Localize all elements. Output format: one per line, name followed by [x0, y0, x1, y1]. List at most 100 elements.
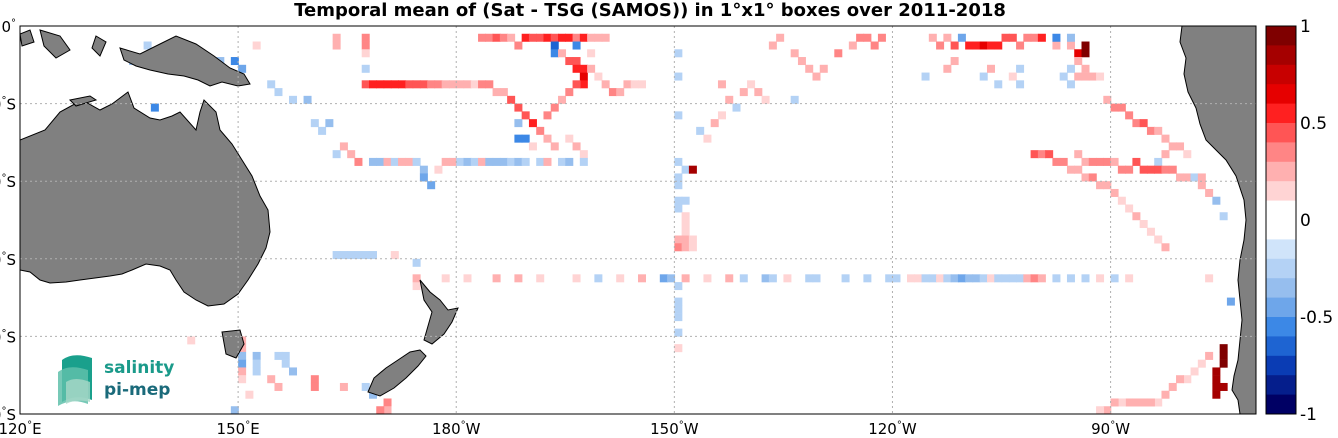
data-cell [478, 80, 487, 89]
data-cell [674, 328, 683, 337]
data-cell [361, 382, 370, 391]
data-cell [238, 351, 247, 360]
data-cell [1110, 103, 1119, 112]
data-cell [1161, 243, 1170, 252]
data-cell [558, 157, 567, 166]
data-cell [1161, 165, 1170, 174]
data-cell [1081, 157, 1090, 166]
data-cell [819, 64, 828, 73]
data-cell [405, 157, 414, 166]
data-cell [965, 41, 974, 50]
colorbar-tick-label: 0 [1300, 211, 1311, 231]
data-cell [681, 196, 690, 205]
data-cell [492, 88, 501, 97]
data-cell [1052, 41, 1061, 50]
data-cell [994, 80, 1003, 89]
longitude-label: 90°W [1091, 420, 1130, 438]
data-cell [1037, 33, 1046, 42]
data-cell [957, 274, 966, 283]
data-cell [703, 134, 712, 143]
data-cell [572, 64, 581, 73]
data-cell [1052, 157, 1061, 166]
latitude-label: 10°S [0, 96, 16, 114]
data-cell [448, 157, 457, 166]
data-cell [587, 64, 596, 73]
data-cell [674, 344, 683, 353]
data-cell [601, 33, 610, 42]
data-cell [150, 103, 159, 112]
colorbar-segment [1266, 161, 1296, 182]
data-cell [310, 119, 319, 128]
data-cell [1183, 150, 1192, 159]
data-cell [434, 165, 443, 174]
data-cell [1205, 351, 1214, 360]
data-cell [681, 227, 690, 236]
colorbar-segment [1266, 355, 1296, 376]
data-cell [187, 336, 196, 345]
data-cell [1052, 274, 1061, 283]
data-cell [1059, 157, 1068, 166]
data-cell [419, 173, 428, 182]
data-cell [354, 251, 363, 260]
data-cell [950, 274, 959, 283]
data-cell [1096, 181, 1105, 190]
data-cell [274, 88, 283, 97]
data-cell [1139, 398, 1148, 407]
new-zealand-south-island [367, 349, 427, 397]
colorbar-segment [1266, 375, 1296, 396]
data-cell [717, 111, 726, 120]
data-cell [674, 305, 683, 314]
data-cell [1132, 119, 1141, 128]
data-cell [674, 297, 683, 306]
data-cell [1190, 173, 1199, 182]
data-cell [1212, 196, 1221, 205]
data-cell [361, 80, 370, 89]
data-cell [528, 142, 537, 151]
data-cell [1103, 181, 1112, 190]
data-cell [419, 165, 428, 174]
data-cell [572, 80, 581, 89]
data-cell [943, 64, 952, 73]
data-cell [739, 88, 748, 97]
data-cell [572, 57, 581, 66]
data-cell [390, 251, 399, 260]
data-cell [383, 398, 392, 407]
data-cell [390, 157, 399, 166]
colorbar-segment [1266, 103, 1296, 124]
data-cell [674, 313, 683, 322]
data-cell [492, 274, 501, 283]
data-cell [289, 367, 298, 376]
data-cell [1081, 64, 1090, 73]
data-cell [572, 33, 581, 42]
data-cell [448, 80, 457, 89]
data-cell [1016, 80, 1025, 89]
data-cell [536, 126, 545, 135]
data-cell [674, 72, 683, 81]
data-cell [950, 41, 959, 50]
map-title: Temporal mean of (Sat - TSG (SAMOS)) in … [294, 0, 1006, 21]
data-cell [638, 274, 646, 283]
data-cell [1096, 274, 1105, 283]
colorbar-segment [1266, 394, 1296, 415]
data-cell [361, 41, 370, 50]
data-cell [1176, 142, 1185, 151]
data-cell [332, 150, 341, 159]
data-cell [238, 359, 247, 368]
data-cell [1081, 72, 1090, 81]
land-masses [20, 26, 1256, 414]
data-cell [725, 95, 734, 104]
data-cell [318, 126, 327, 135]
data-cell [1212, 382, 1221, 391]
data-cell [572, 274, 581, 283]
data-cell [594, 274, 603, 283]
data-cell [1117, 165, 1126, 174]
data-cell [674, 235, 683, 244]
data-cell [332, 41, 341, 50]
colorbar-labels: 1 0.5 0 -0.5 -1 [1300, 17, 1333, 425]
data-cell [252, 351, 261, 360]
data-cell [376, 406, 385, 414]
data-cell [361, 251, 370, 260]
data-cell [1016, 274, 1025, 283]
data-cell [950, 57, 959, 66]
